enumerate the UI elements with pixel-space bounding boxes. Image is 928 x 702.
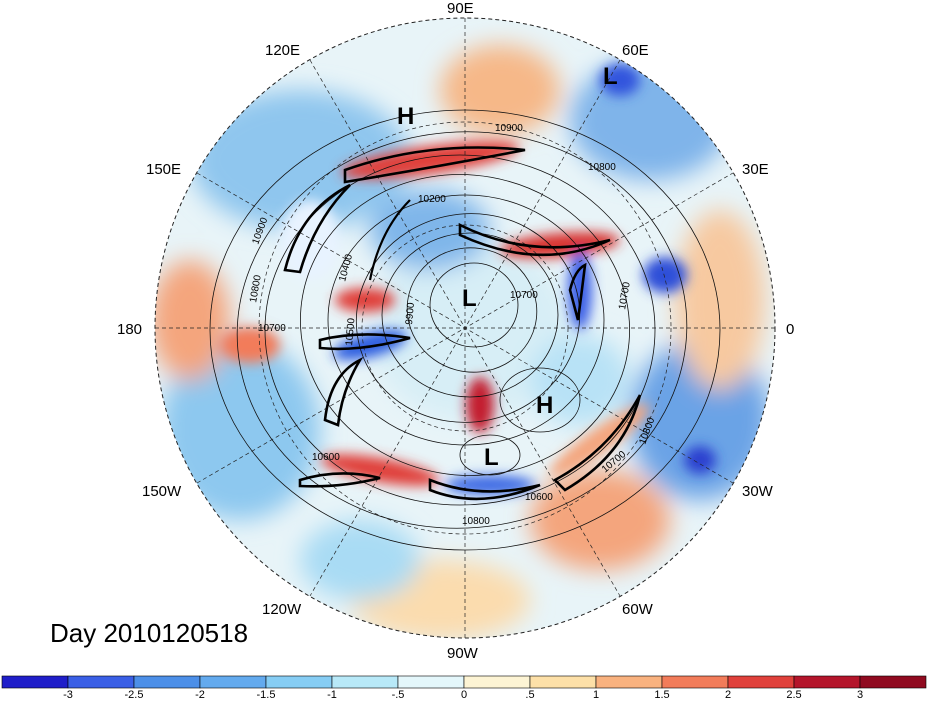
low-pressure-marker: L <box>484 444 499 471</box>
colorbar-swatch <box>331 675 399 689</box>
contour-label: 10600 <box>312 452 340 463</box>
contour-label: 10700 <box>617 281 633 311</box>
contour-label: 9900 <box>404 302 417 326</box>
longitude-label: 30W <box>742 483 774 500</box>
colorbar-tick-label: -3 <box>63 689 73 701</box>
pressure-centers: H H L L L <box>397 63 618 471</box>
colorbar-tick-label: 3 <box>857 689 863 701</box>
longitude-label: 60E <box>622 42 649 59</box>
colorbar-tick-labels: -3 -2.5 -2 -1.5 -1 -.5 0 .5 1 1.5 2 2.5 3 <box>63 689 863 701</box>
anomaly-shading <box>155 18 775 638</box>
colorbar-swatch <box>859 675 927 689</box>
colorbar <box>1 675 927 689</box>
colorbar-swatch <box>199 675 267 689</box>
contour-label: 10500 <box>344 317 357 346</box>
longitude-label: 30E <box>742 161 769 178</box>
low-pressure-marker: L <box>462 285 477 312</box>
colorbar-tick-label: -.5 <box>392 689 405 701</box>
colorbar-swatch <box>1 675 69 689</box>
longitude-label: 150E <box>146 161 181 178</box>
colorbar-swatch <box>727 675 795 689</box>
colorbar-tick-label: -1.5 <box>257 689 276 701</box>
longitude-label: 0 <box>786 321 794 338</box>
contour-label: 10200 <box>418 194 446 205</box>
colorbar-tick-label: 2.5 <box>786 689 801 701</box>
map-rim <box>154 17 776 639</box>
date-label: Day 2010120518 <box>50 618 249 648</box>
graticule <box>155 18 775 638</box>
colorbar-tick-label: 1 <box>593 689 599 701</box>
colorbar-swatch <box>265 675 333 689</box>
longitude-label: 90E <box>447 0 474 17</box>
contour-label: 10800 <box>248 274 264 304</box>
colorbar-swatch <box>463 675 531 689</box>
contour-label: 10900 <box>495 123 523 134</box>
contour-label: 10700 <box>510 290 538 301</box>
longitude-label: 60W <box>622 601 654 618</box>
colorbar-tick-label: 2 <box>725 689 731 701</box>
colorbar-swatch <box>133 675 201 689</box>
high-pressure-marker: H <box>536 392 553 419</box>
colorbar-tick-label: 0 <box>461 689 467 701</box>
longitude-labels: 90E 60E 30E 0 30W 60W 90W 120W 150W 180 … <box>117 0 794 662</box>
colorbar-swatch <box>661 675 729 689</box>
longitude-label: 90W <box>447 645 479 662</box>
height-contours <box>209 109 721 551</box>
colorbar-tick-label: -1 <box>327 689 337 701</box>
high-pressure-marker: H <box>397 103 414 130</box>
contour-label: 10600 <box>525 492 553 503</box>
contour-label: 10800 <box>462 516 490 527</box>
low-pressure-marker: L <box>603 63 618 90</box>
colorbar-swatch <box>67 675 135 689</box>
longitude-label: 120E <box>265 42 300 59</box>
colorbar-tick-label: -2 <box>195 689 205 701</box>
colorbar-swatch <box>397 675 465 689</box>
colorbar-swatch <box>595 675 663 689</box>
contour-label: 10800 <box>588 162 616 173</box>
longitude-label: 150W <box>142 483 182 500</box>
contour-label: 10700 <box>258 323 286 334</box>
longitude-label: 120W <box>262 601 302 618</box>
colorbar-swatch <box>793 675 861 689</box>
colorbar-swatch <box>529 675 597 689</box>
colorbar-tick-label: 1.5 <box>654 689 669 701</box>
longitude-label: 180 <box>117 321 142 338</box>
colorbar-tick-label: -2.5 <box>125 689 144 701</box>
colorbar-tick-label: .5 <box>525 689 534 701</box>
jet-stream-contours <box>283 146 642 501</box>
